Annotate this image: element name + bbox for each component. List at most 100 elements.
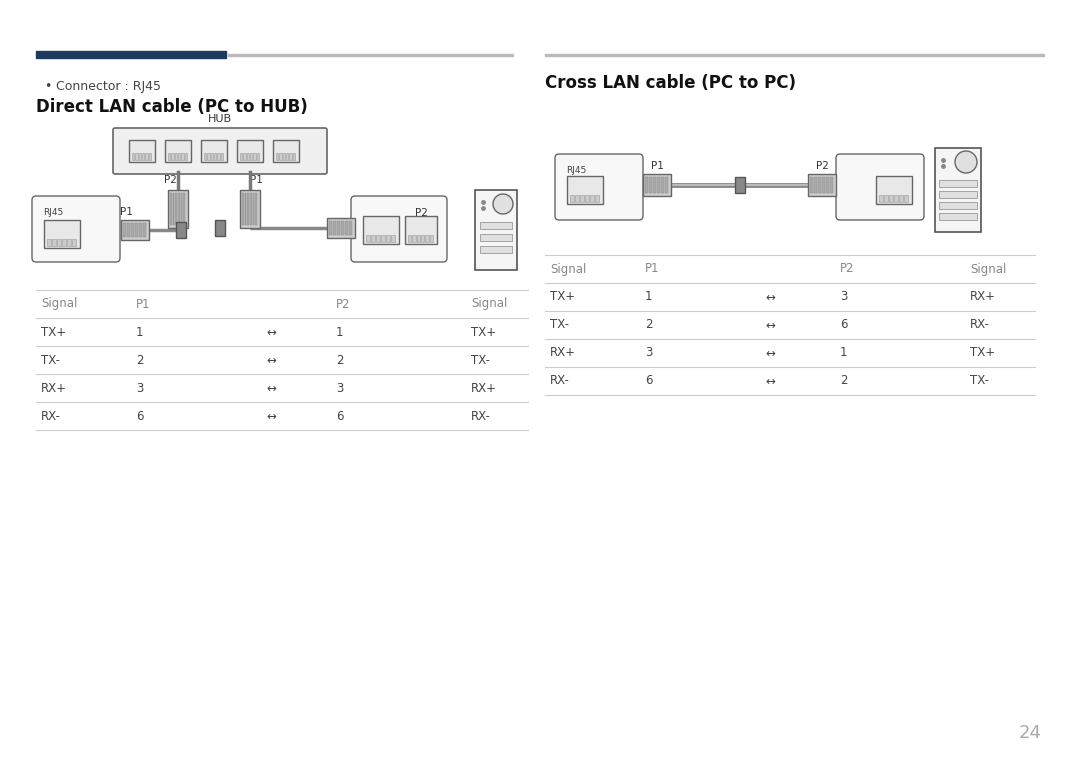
Text: P2: P2 xyxy=(163,175,176,185)
Bar xyxy=(939,202,977,209)
Text: 2: 2 xyxy=(840,375,848,388)
Text: RX+: RX+ xyxy=(550,346,576,359)
Bar xyxy=(643,174,671,196)
Bar xyxy=(889,195,893,202)
Bar xyxy=(57,239,60,246)
Bar xyxy=(327,218,355,238)
Bar xyxy=(211,153,213,160)
Text: 2: 2 xyxy=(645,318,652,331)
Bar xyxy=(72,239,76,246)
Bar xyxy=(135,153,137,160)
Bar xyxy=(276,153,279,160)
Bar xyxy=(879,195,883,202)
Text: RJ45: RJ45 xyxy=(43,208,64,217)
Bar xyxy=(649,177,652,193)
Text: Signal: Signal xyxy=(41,298,78,311)
Bar xyxy=(185,153,187,160)
Bar xyxy=(172,153,174,160)
Bar xyxy=(228,54,513,56)
Bar xyxy=(337,221,340,235)
Text: 3: 3 xyxy=(336,382,343,394)
FancyBboxPatch shape xyxy=(836,154,924,220)
Text: 3: 3 xyxy=(645,346,652,359)
Bar xyxy=(734,177,744,193)
Bar xyxy=(421,235,424,242)
Bar xyxy=(341,221,345,235)
Bar xyxy=(480,222,512,229)
Bar xyxy=(44,220,80,248)
Text: Direct LAN cable (PC to HUB): Direct LAN cable (PC to HUB) xyxy=(36,98,308,116)
Bar xyxy=(168,190,188,228)
Bar xyxy=(143,223,146,237)
Bar xyxy=(480,246,512,253)
Bar xyxy=(595,195,599,202)
Bar xyxy=(273,140,299,162)
Text: RX+: RX+ xyxy=(471,382,497,394)
Text: TX+: TX+ xyxy=(471,326,496,339)
Text: TX+: TX+ xyxy=(41,326,66,339)
Bar xyxy=(413,235,416,242)
Bar xyxy=(178,193,179,225)
Bar xyxy=(293,153,295,160)
Bar xyxy=(237,140,264,162)
Bar xyxy=(808,174,836,196)
Bar xyxy=(810,177,813,193)
Bar xyxy=(132,153,134,160)
Bar xyxy=(178,153,180,160)
Text: RX-: RX- xyxy=(41,410,60,423)
Bar xyxy=(131,223,134,237)
Text: 1: 1 xyxy=(136,326,144,339)
Text: RX-: RX- xyxy=(550,375,570,388)
Bar xyxy=(247,193,249,225)
Bar xyxy=(121,220,149,240)
Text: ↔: ↔ xyxy=(266,326,275,339)
Bar xyxy=(372,235,375,242)
Bar xyxy=(214,153,216,160)
Bar xyxy=(653,177,656,193)
Text: 3: 3 xyxy=(136,382,144,394)
Bar xyxy=(570,195,573,202)
Bar xyxy=(249,193,252,225)
Bar xyxy=(665,177,669,193)
FancyBboxPatch shape xyxy=(555,154,643,220)
Text: P2: P2 xyxy=(840,262,854,275)
Bar xyxy=(826,177,829,193)
Text: Signal: Signal xyxy=(550,262,586,275)
Text: ↔: ↔ xyxy=(765,291,774,304)
Bar xyxy=(255,193,257,225)
Bar xyxy=(349,221,352,235)
Text: P1: P1 xyxy=(136,298,150,311)
Text: TX+: TX+ xyxy=(970,346,995,359)
Bar xyxy=(175,153,177,160)
Bar xyxy=(180,193,183,225)
Text: 6: 6 xyxy=(136,410,144,423)
Bar xyxy=(62,239,66,246)
Text: TX+: TX+ xyxy=(550,291,576,304)
Text: RX-: RX- xyxy=(970,318,990,331)
Bar xyxy=(939,213,977,220)
Bar xyxy=(657,177,660,193)
Bar xyxy=(405,216,437,244)
Bar xyxy=(417,235,420,242)
Text: Cross LAN cable (PC to PC): Cross LAN cable (PC to PC) xyxy=(545,74,796,92)
Text: ↔: ↔ xyxy=(266,410,275,423)
Bar xyxy=(590,195,594,202)
Text: 6: 6 xyxy=(336,410,343,423)
Bar xyxy=(935,148,981,232)
Bar xyxy=(220,153,222,160)
Circle shape xyxy=(955,151,977,173)
Bar xyxy=(475,190,517,270)
Text: 3: 3 xyxy=(840,291,848,304)
Bar xyxy=(575,195,579,202)
Text: ↔: ↔ xyxy=(765,346,774,359)
Bar xyxy=(138,153,141,160)
Text: HUB: HUB xyxy=(208,114,232,124)
Text: Connector : RJ45: Connector : RJ45 xyxy=(56,80,161,93)
Text: 6: 6 xyxy=(840,318,848,331)
Bar xyxy=(184,193,185,225)
FancyBboxPatch shape xyxy=(113,128,327,174)
Bar xyxy=(123,223,126,237)
Bar xyxy=(173,193,174,225)
Text: TX-: TX- xyxy=(471,353,490,366)
Bar xyxy=(242,193,244,225)
